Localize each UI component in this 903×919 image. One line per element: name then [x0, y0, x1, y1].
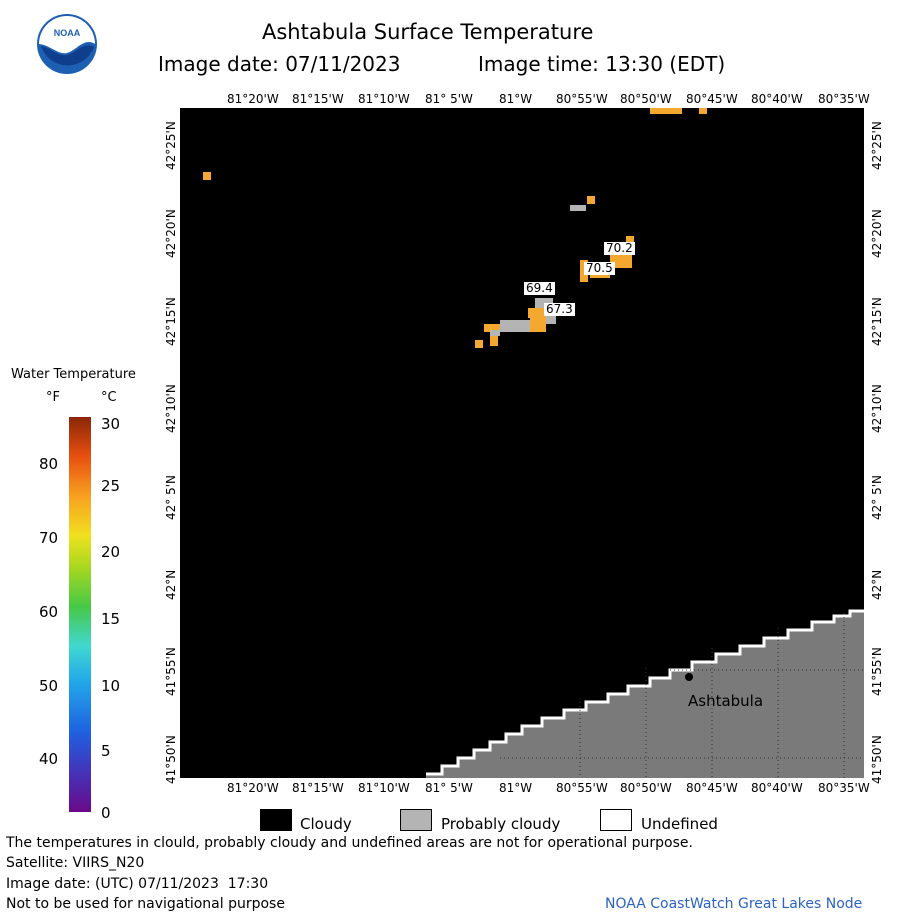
lat-tick: 42° 5'N	[870, 475, 884, 520]
nav-warning-text: Not to be used for navigational purpose	[6, 896, 285, 912]
lon-tick: 81° 5'W	[425, 781, 473, 795]
lon-tick: 80°50'W	[620, 781, 672, 795]
celsius-tick: 15	[101, 610, 121, 628]
probably-cloudy-pixel	[546, 314, 556, 324]
lat-tick: 42° 5'N	[164, 475, 178, 520]
map-gridlines	[500, 613, 864, 778]
legend-swatch-cloudy	[260, 809, 292, 831]
lat-tick: 42°20'N	[164, 209, 178, 258]
legend-label-undefined: Undefined	[641, 815, 718, 833]
lat-tick: 42°N	[164, 569, 178, 600]
city-marker	[685, 673, 693, 681]
warm-pixel	[528, 308, 554, 318]
celsius-tick: 20	[101, 543, 121, 561]
lon-tick: 81°20'W	[227, 92, 279, 106]
lat-tick: 41°55'N	[164, 647, 178, 696]
temperature-map[interactable]: 70.2 70.5 69.4 67.3 Ashtabula	[180, 108, 864, 778]
lat-tick: 41°50'N	[870, 735, 884, 784]
warm-pixel	[650, 108, 682, 114]
noaa-logo: NOAA	[36, 13, 98, 75]
lon-tick: 80°55'W	[556, 92, 608, 106]
celsius-tick: 30	[101, 415, 121, 433]
lat-tick: 42°15'N	[870, 297, 884, 346]
temp-label: 67.3	[544, 302, 575, 316]
lon-tick: 81°10'W	[358, 92, 410, 106]
disclaimer-text: The temperatures in clould, probably clo…	[6, 835, 693, 851]
utc-date-text: Image date: (UTC) 07/11/2023 17:30	[6, 876, 269, 892]
lat-tick: 42°20'N	[870, 209, 884, 258]
noaa-logo-text: NOAA	[54, 28, 81, 38]
celsius-tick: 10	[101, 677, 121, 695]
lon-tick: 81°15'W	[292, 92, 344, 106]
legend-label-probably-cloudy: Probably cloudy	[441, 815, 561, 833]
colorbar-unit-c: °C	[101, 390, 117, 405]
lon-tick: 81°W	[499, 92, 533, 106]
lon-tick: 80°45'W	[686, 781, 738, 795]
lat-tick: 41°50'N	[164, 735, 178, 784]
lat-tick: 42°10'N	[870, 384, 884, 433]
land-area	[426, 611, 864, 778]
temp-label: 69.4	[524, 281, 555, 295]
coastline	[426, 609, 864, 776]
lon-tick: 80°40'W	[751, 781, 803, 795]
warm-pixel	[490, 336, 498, 346]
legend-swatch-probably-cloudy	[400, 809, 432, 831]
page-title: Ashtabula Surface Temperature	[262, 20, 594, 44]
image-date: Image date: 07/11/2023	[158, 52, 401, 76]
colorbar-title: Water Temperature	[11, 367, 136, 382]
probably-cloudy-pixel	[490, 330, 500, 336]
lon-tick: 80°55'W	[556, 781, 608, 795]
lat-tick: 41°55'N	[870, 647, 884, 696]
fahrenheit-tick: 40	[39, 750, 59, 768]
warm-pixel	[530, 318, 546, 332]
lon-tick: 80°35'W	[818, 781, 870, 795]
lon-tick: 80°45'W	[686, 92, 738, 106]
temp-label: 70.5	[584, 261, 615, 275]
colorbar-gradient	[69, 417, 91, 812]
lon-tick: 80°35'W	[818, 92, 870, 106]
credit-link[interactable]: NOAA CoastWatch Great Lakes Node	[605, 896, 863, 912]
celsius-tick: 5	[101, 742, 111, 760]
legend-label-cloudy: Cloudy	[300, 815, 352, 833]
city-label: Ashtabula	[688, 692, 764, 710]
fahrenheit-tick: 70	[39, 529, 59, 547]
celsius-tick: 25	[101, 477, 121, 495]
image-time: Image time: 13:30 (EDT)	[478, 52, 726, 76]
temp-label: 70.2	[604, 241, 635, 255]
warm-pixel	[587, 196, 595, 204]
lon-tick: 81°15'W	[292, 781, 344, 795]
warm-pixel	[484, 324, 500, 332]
celsius-tick: 0	[101, 804, 111, 822]
lon-tick: 81°W	[499, 781, 533, 795]
fahrenheit-tick: 50	[39, 677, 59, 695]
lat-tick: 42°15'N	[164, 297, 178, 346]
legend-swatch-undefined	[600, 809, 632, 831]
fahrenheit-tick: 80	[39, 455, 59, 473]
probably-cloudy-pixel	[500, 320, 530, 332]
satellite-text: Satellite: VIIRS_N20	[6, 855, 145, 871]
fahrenheit-tick: 60	[39, 603, 59, 621]
warm-pixel	[626, 236, 634, 244]
lat-tick: 42°25'N	[870, 121, 884, 170]
warm-pixel	[699, 108, 707, 114]
lon-tick: 81°10'W	[358, 781, 410, 795]
lat-tick: 42°N	[870, 569, 884, 600]
probably-cloudy-pixel	[570, 205, 586, 211]
lon-tick: 81° 5'W	[425, 92, 473, 106]
map-svg	[203, 108, 864, 778]
lon-tick: 81°20'W	[227, 781, 279, 795]
warm-pixel	[203, 172, 211, 180]
colorbar-unit-f: °F	[46, 390, 60, 405]
warm-pixel	[475, 340, 483, 348]
lon-tick: 80°40'W	[751, 92, 803, 106]
lon-tick: 80°50'W	[620, 92, 672, 106]
lat-tick: 42°10'N	[164, 384, 178, 433]
lat-tick: 42°25'N	[164, 121, 178, 170]
